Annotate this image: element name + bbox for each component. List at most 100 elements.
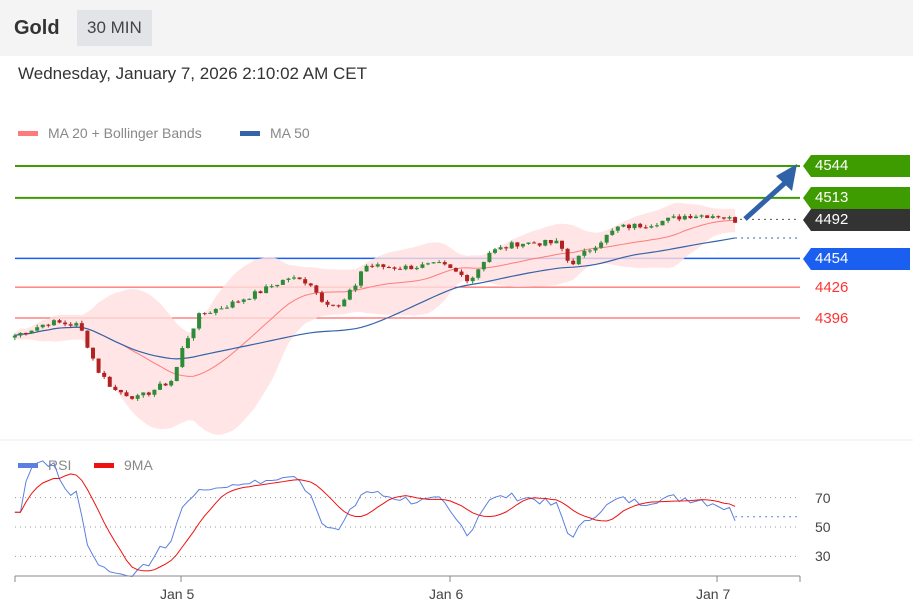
candle-body	[202, 313, 207, 315]
rsi-line	[14, 460, 736, 578]
candle-body	[688, 215, 693, 219]
candle-body	[107, 376, 112, 387]
forecast-arrow-shaft	[743, 180, 788, 221]
candle-body	[414, 267, 419, 270]
candle-body	[303, 279, 308, 284]
bollinger-band	[14, 202, 736, 435]
candle-body	[236, 301, 241, 303]
candle-body	[63, 322, 68, 325]
candle-body	[649, 226, 654, 228]
candle-body	[587, 250, 592, 252]
candle-body	[431, 262, 436, 264]
candle-body	[554, 240, 559, 244]
candle-body	[297, 277, 302, 280]
legend-ma9: 9MA	[94, 457, 153, 473]
candle-body	[146, 392, 151, 395]
x-tick-jan6: Jan 6	[429, 586, 464, 602]
resistance-1-tag: 4513	[803, 187, 910, 209]
candle-body	[118, 389, 123, 393]
candle-body	[386, 267, 391, 269]
candle-body	[79, 323, 84, 331]
candle-body	[375, 264, 380, 267]
candle-body	[230, 301, 235, 308]
candle-body	[219, 308, 224, 310]
candle-body	[169, 381, 174, 386]
candle-body	[409, 265, 414, 270]
candle-body	[314, 285, 319, 293]
rsi-tick-30: 30	[815, 548, 831, 564]
candle-body	[543, 240, 548, 246]
legend-ma9-label: 9MA	[124, 457, 153, 473]
candle-body	[721, 217, 726, 219]
candle-body	[638, 223, 643, 228]
candle-body	[347, 289, 352, 300]
ma50-line	[14, 237, 736, 360]
legend-ma20: MA 20 + Bollinger Bands	[18, 125, 202, 141]
candle-body	[604, 234, 609, 243]
candle-body	[331, 304, 336, 306]
candle-body	[682, 215, 687, 220]
candle-body	[308, 283, 313, 286]
timestamp: Wednesday, January 7, 2026 2:10:02 AM CE…	[18, 64, 368, 83]
candle-body	[124, 392, 129, 397]
candle-body	[152, 389, 157, 395]
candle-body	[660, 220, 665, 226]
candle-body	[677, 216, 682, 220]
candle-body	[370, 265, 375, 267]
candle-body	[319, 292, 324, 302]
candle-body	[694, 216, 699, 219]
candle-body	[197, 313, 202, 329]
candle-body	[12, 335, 17, 338]
candle-body	[420, 264, 425, 268]
candle-body	[51, 320, 56, 326]
candle-body	[532, 242, 537, 244]
candle-body	[325, 301, 330, 305]
candle-body	[582, 250, 587, 256]
candle-body	[213, 309, 218, 313]
candle-body	[91, 347, 96, 359]
candle-body	[247, 298, 252, 300]
candle-body	[68, 324, 73, 326]
candle-body	[24, 332, 29, 334]
rsi-tick-70: 70	[815, 490, 831, 506]
candle-body	[102, 372, 107, 377]
timeframe-button[interactable]: 30 MIN	[77, 10, 152, 46]
candle-body	[174, 366, 179, 382]
candle-body	[515, 242, 520, 247]
support-2-label: 4426	[815, 279, 849, 296]
candle-body	[191, 328, 196, 339]
candle-body	[130, 396, 135, 399]
candle-body	[57, 320, 62, 323]
candle-body	[113, 386, 118, 390]
candle-body	[264, 286, 269, 294]
candle-body	[180, 348, 185, 367]
candle-body	[280, 279, 285, 285]
legend-ma50-label: MA 50	[270, 125, 310, 141]
forecast-arrow-head	[776, 164, 797, 191]
candle-body	[621, 224, 626, 227]
legend-rsi: RSI	[18, 457, 71, 473]
candle-body	[465, 274, 470, 282]
candle-body	[208, 312, 213, 314]
candle-body	[258, 291, 263, 294]
candle-body	[627, 224, 632, 229]
legend-ma20-label: MA 20 + Bollinger Bands	[48, 125, 202, 141]
candle-body	[520, 243, 525, 247]
legend-rsi-label: RSI	[48, 457, 72, 473]
resistance-2-tag: 4544	[803, 155, 910, 177]
header-bar	[0, 0, 913, 56]
candle-body	[29, 330, 34, 334]
candle-body	[40, 324, 45, 328]
candle-body	[476, 269, 481, 278]
candle-body	[599, 242, 604, 248]
candle-body	[727, 217, 732, 219]
x-tick-jan5: Jan 5	[160, 586, 195, 602]
candle-body	[437, 262, 442, 264]
candle-body	[560, 240, 565, 249]
ma9-swatch	[94, 462, 114, 468]
candle-body	[364, 265, 369, 272]
instrument-title: Gold	[14, 17, 60, 39]
candle-body	[710, 216, 715, 218]
candle-body	[705, 215, 710, 218]
